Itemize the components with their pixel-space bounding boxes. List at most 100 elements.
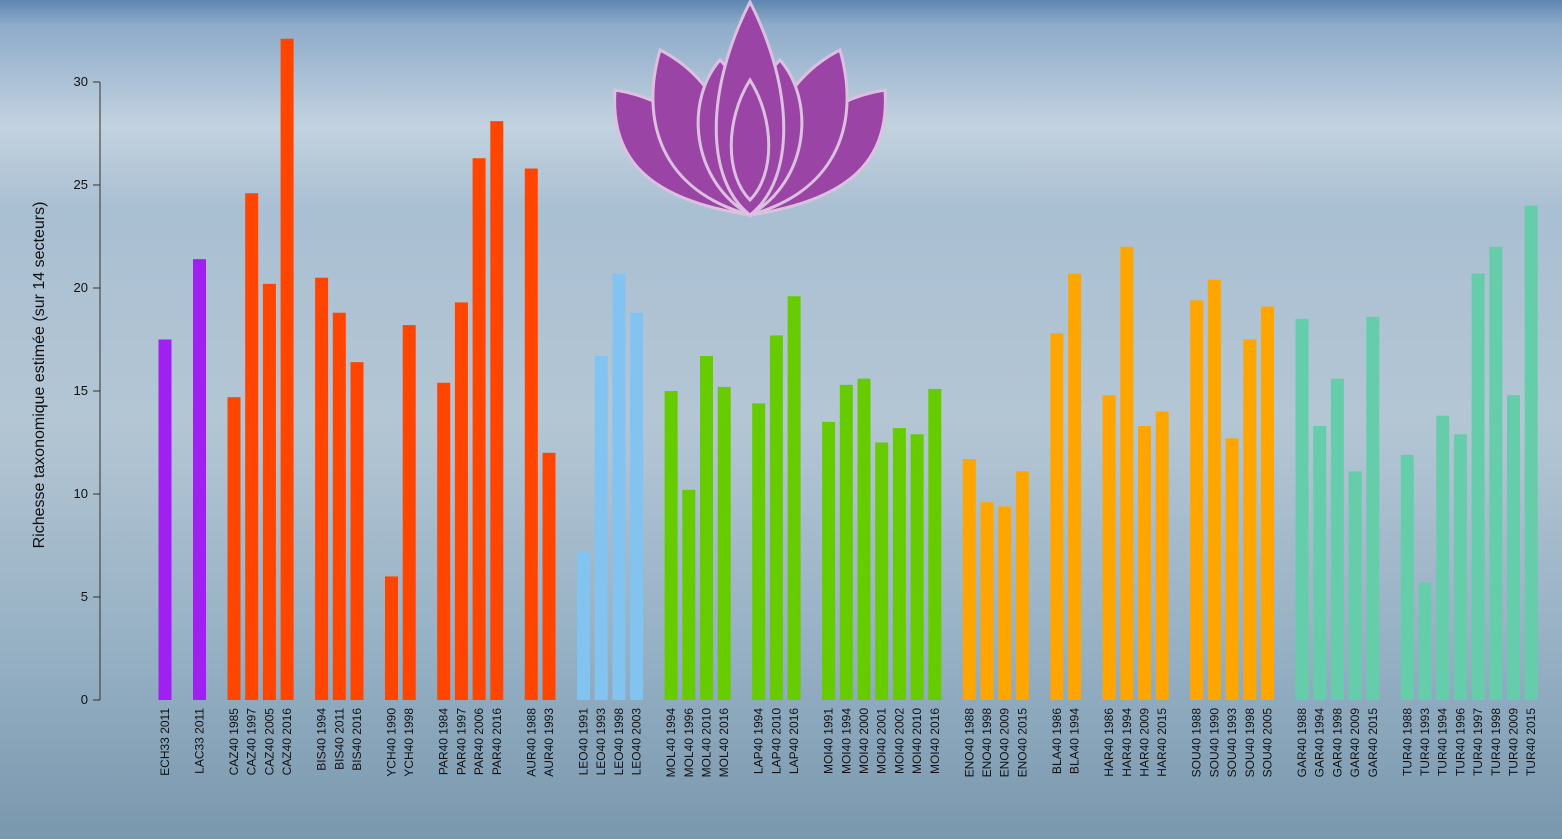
x-tick-label: BIS40 2011	[332, 708, 346, 770]
bar	[315, 278, 328, 700]
bar	[911, 434, 924, 700]
bar	[1472, 274, 1485, 700]
bar	[1156, 412, 1169, 700]
y-axis-title: Richesse taxonomique estimée (sur 14 sec…	[31, 202, 48, 549]
x-tick-label: LAP40 1994	[752, 708, 766, 774]
bar	[351, 362, 364, 700]
bar	[665, 391, 678, 700]
x-tick-label: TUR40 2015	[1524, 708, 1538, 776]
bar	[595, 356, 608, 700]
x-tick-label: YCH40 1990	[385, 708, 399, 777]
bar	[1050, 333, 1063, 700]
bar	[1366, 317, 1379, 700]
bar	[700, 356, 713, 700]
bar	[1226, 438, 1239, 700]
x-tick-label: SOU40 1993	[1225, 708, 1239, 778]
x-tick-label: BLA40 1986	[1050, 708, 1064, 774]
bar	[385, 576, 398, 700]
x-tick-label: ENO40 1988	[962, 708, 976, 778]
x-tick-label: MOI40 2002	[892, 708, 906, 774]
x-tick-label: MOL40 1996	[682, 708, 696, 778]
x-tick-label: LAP40 2016	[787, 708, 801, 774]
bar	[1068, 274, 1081, 700]
x-tick-label: ENO40 2009	[998, 708, 1012, 778]
bar	[770, 335, 783, 700]
x-tick-label: MOI40 2001	[875, 708, 889, 774]
bar	[612, 274, 625, 700]
x-tick-label: TUR40 1994	[1436, 708, 1450, 776]
bar	[963, 459, 976, 700]
x-tick-label: AUR40 1988	[524, 708, 538, 777]
x-tick-label: LAP40 2010	[769, 708, 783, 774]
bar	[1507, 395, 1520, 700]
bar	[1120, 247, 1133, 700]
bar	[1138, 426, 1151, 700]
bar	[1103, 395, 1116, 700]
bar	[1190, 300, 1203, 700]
x-tick-label: BIS40 2016	[350, 708, 364, 771]
x-tick-label: GAR40 1988	[1295, 708, 1309, 778]
y-tick-label: 30	[74, 74, 88, 89]
bar	[1296, 319, 1309, 700]
x-tick-label: CAZ40 1997	[245, 708, 259, 776]
bar	[858, 379, 871, 700]
x-tick-label: SOU40 1998	[1243, 708, 1257, 778]
bar	[455, 302, 468, 700]
chart: Richesse taxonomique estimée (sur 14 sec…	[0, 0, 1562, 839]
x-tick-label: LEO40 1991	[577, 708, 591, 776]
x-tick-label: HAR40 1986	[1102, 708, 1116, 777]
bar	[437, 383, 450, 700]
bar	[1261, 307, 1274, 700]
bar	[525, 169, 538, 700]
bar	[1208, 280, 1221, 700]
x-tick-label: HAR40 2015	[1155, 708, 1169, 777]
bar	[403, 325, 416, 700]
bar	[981, 502, 994, 700]
x-tick-label: MOI40 2010	[910, 708, 924, 774]
bar	[875, 443, 888, 701]
bar	[228, 397, 241, 700]
bar	[752, 403, 765, 700]
x-tick-label: MOI40 2000	[857, 708, 871, 774]
y-tick-label: 15	[74, 383, 88, 398]
x-tick-label: MOL40 2010	[700, 708, 714, 778]
x-tick-label: SOU40 1988	[1190, 708, 1204, 778]
y-tick-label: 0	[81, 692, 88, 707]
x-tick-label: CAZ40 2016	[280, 708, 294, 776]
x-tick-label: AUR40 1993	[542, 708, 556, 777]
x-tick-label: MOI40 1991	[822, 708, 836, 774]
bar	[245, 193, 258, 700]
bar	[893, 428, 906, 700]
bar	[1331, 379, 1344, 700]
x-tick-label: TUR40 1997	[1471, 708, 1485, 776]
bar	[822, 422, 835, 700]
x-tick-label: LAC33 2011	[193, 708, 207, 774]
x-tick-label: GAR40 2009	[1348, 708, 1362, 778]
y-tick-label: 20	[74, 280, 88, 295]
bar	[682, 490, 695, 700]
bar	[1454, 434, 1467, 700]
bar	[333, 313, 346, 700]
x-tick-label: SOU40 1990	[1207, 708, 1221, 778]
x-tick-label: LEO40 1993	[594, 708, 608, 776]
x-tick-label: GAR40 2015	[1366, 708, 1380, 778]
x-tick-label: BIS40 1994	[315, 708, 329, 771]
x-tick-label: MOL40 1994	[664, 708, 678, 778]
x-tick-label: TUR40 1993	[1418, 708, 1432, 776]
x-tick-label: YCH40 1998	[402, 708, 416, 777]
x-tick-label: BLA40 1994	[1068, 708, 1082, 774]
bar	[1489, 247, 1502, 700]
x-tick-label: MOL40 2016	[717, 708, 731, 778]
bar	[1436, 416, 1449, 700]
x-tick-label: SOU40 2005	[1261, 708, 1275, 778]
bar	[1525, 206, 1538, 700]
x-tick-label: ECH33 2011	[158, 708, 172, 776]
x-tick-label: ENO40 1998	[980, 708, 994, 778]
bar	[193, 259, 206, 700]
y-tick-label: 5	[81, 589, 88, 604]
bar	[577, 552, 590, 700]
x-tick-label: TUR40 1996	[1453, 708, 1467, 776]
bar	[998, 506, 1011, 700]
x-tick-label: PAR40 1984	[437, 708, 451, 775]
x-tick-label: CAZ40 1985	[227, 708, 241, 776]
